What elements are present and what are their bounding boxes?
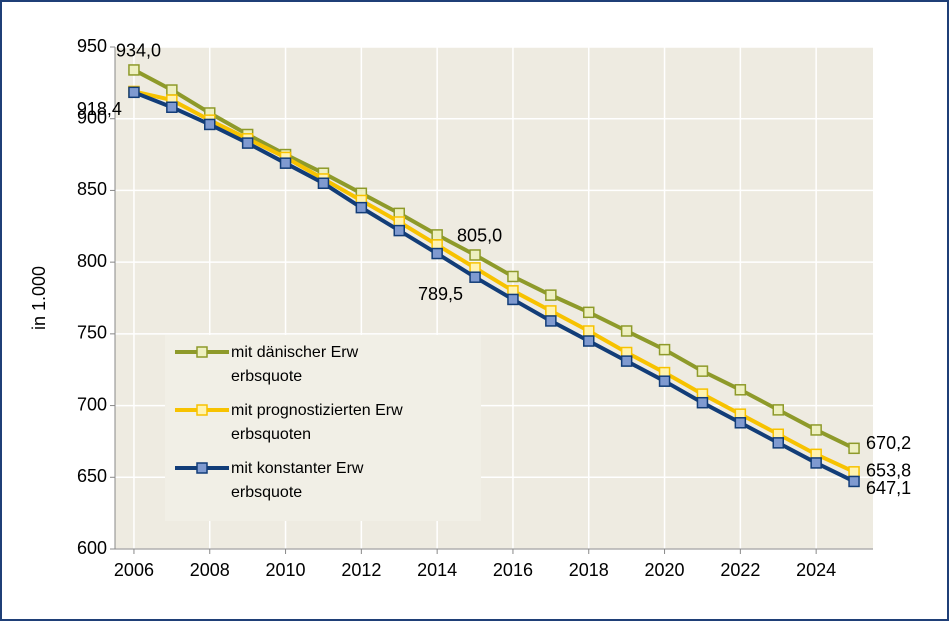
point-marker (355, 201, 368, 214)
point-marker (696, 365, 709, 377)
point-marker (545, 289, 557, 301)
legend-marker (196, 346, 208, 358)
x-tick-label: 2014 (417, 560, 457, 580)
point-marker (545, 315, 557, 327)
point-marker (848, 442, 860, 455)
point-marker (241, 137, 254, 149)
point-marker (620, 355, 633, 367)
point-marker (810, 457, 822, 469)
y-tick-label: 800 (77, 251, 107, 271)
x-tick-label: 2016 (493, 560, 533, 580)
point-marker (166, 84, 178, 96)
x-tick-label: 2008 (190, 560, 230, 580)
point-marker (279, 157, 292, 169)
legend-swatch (175, 462, 229, 474)
point-marker (583, 335, 595, 347)
legend-item: mit konstanter Erw erbsquote (173, 457, 473, 505)
point-marker (734, 384, 747, 396)
x-tick-label: 2012 (341, 560, 381, 580)
series-line (133, 90, 855, 484)
point-marker (507, 270, 519, 283)
x-tick-label: 2010 (266, 560, 306, 580)
point-marker (810, 424, 822, 436)
data-label: 647,1 (866, 478, 911, 498)
x-tick-label: 2022 (720, 560, 760, 580)
point-marker (734, 417, 747, 429)
point-marker (431, 247, 443, 260)
legend-item: mit dänischer Erw erbsquote (173, 341, 473, 389)
point-marker (772, 437, 784, 449)
data-label: 670,2 (866, 433, 911, 453)
data-label: 805,0 (457, 226, 502, 246)
data-label: 653,8 (866, 461, 911, 481)
point-marker (469, 249, 481, 261)
point-marker (848, 466, 860, 478)
point-marker (393, 224, 405, 237)
legend-item: mit prognostizierten Erw erbsquoten (173, 399, 473, 447)
y-tick-label: 750 (77, 323, 107, 343)
point-marker (469, 271, 481, 283)
point-marker (658, 343, 671, 356)
point-marker (507, 293, 519, 306)
x-tick-label: 2024 (796, 560, 836, 580)
legend: mit dänischer Erw erbsquote mit prognosti… (165, 335, 481, 521)
legend-label: mit konstanter Erw erbsquote (231, 460, 364, 501)
y-tick-label: 950 (77, 36, 107, 56)
point-marker (696, 396, 709, 409)
y-tick-label: 900 (77, 107, 107, 127)
series-line (133, 89, 855, 474)
legend-marker (196, 462, 208, 474)
data-label: 934,0 (116, 41, 161, 61)
legend-swatch (175, 346, 229, 358)
point-marker (620, 325, 633, 337)
point-marker (469, 262, 481, 274)
y-axis-label: in 1.000 (29, 266, 49, 330)
x-tick-label: 2006 (114, 560, 154, 580)
point-marker (204, 118, 216, 131)
legend-swatch (175, 404, 229, 416)
data-label: 918,4 (77, 99, 122, 119)
point-marker (772, 404, 784, 416)
point-marker (583, 325, 595, 337)
y-tick-label: 650 (77, 466, 107, 486)
point-marker (658, 375, 671, 387)
y-tick-label: 850 (77, 179, 107, 199)
data-label: 789,5 (418, 284, 463, 304)
point-marker (431, 229, 443, 241)
point-marker (128, 64, 140, 76)
series-line (133, 68, 855, 451)
point-marker (583, 306, 595, 319)
point-marker (128, 86, 140, 99)
x-tick-label: 2020 (645, 560, 685, 580)
y-tick-label: 700 (77, 394, 107, 414)
y-tick-label: 600 (77, 538, 107, 558)
point-marker (317, 177, 330, 190)
point-marker (166, 101, 178, 113)
legend-label: mit dänischer Erw erbsquote (231, 344, 359, 385)
point-marker (848, 475, 860, 488)
legend-marker (196, 404, 208, 416)
legend-label: mit prognostizierten Erw erbsquoten (231, 402, 403, 443)
point-marker (545, 305, 557, 317)
x-tick-label: 2018 (569, 560, 609, 580)
